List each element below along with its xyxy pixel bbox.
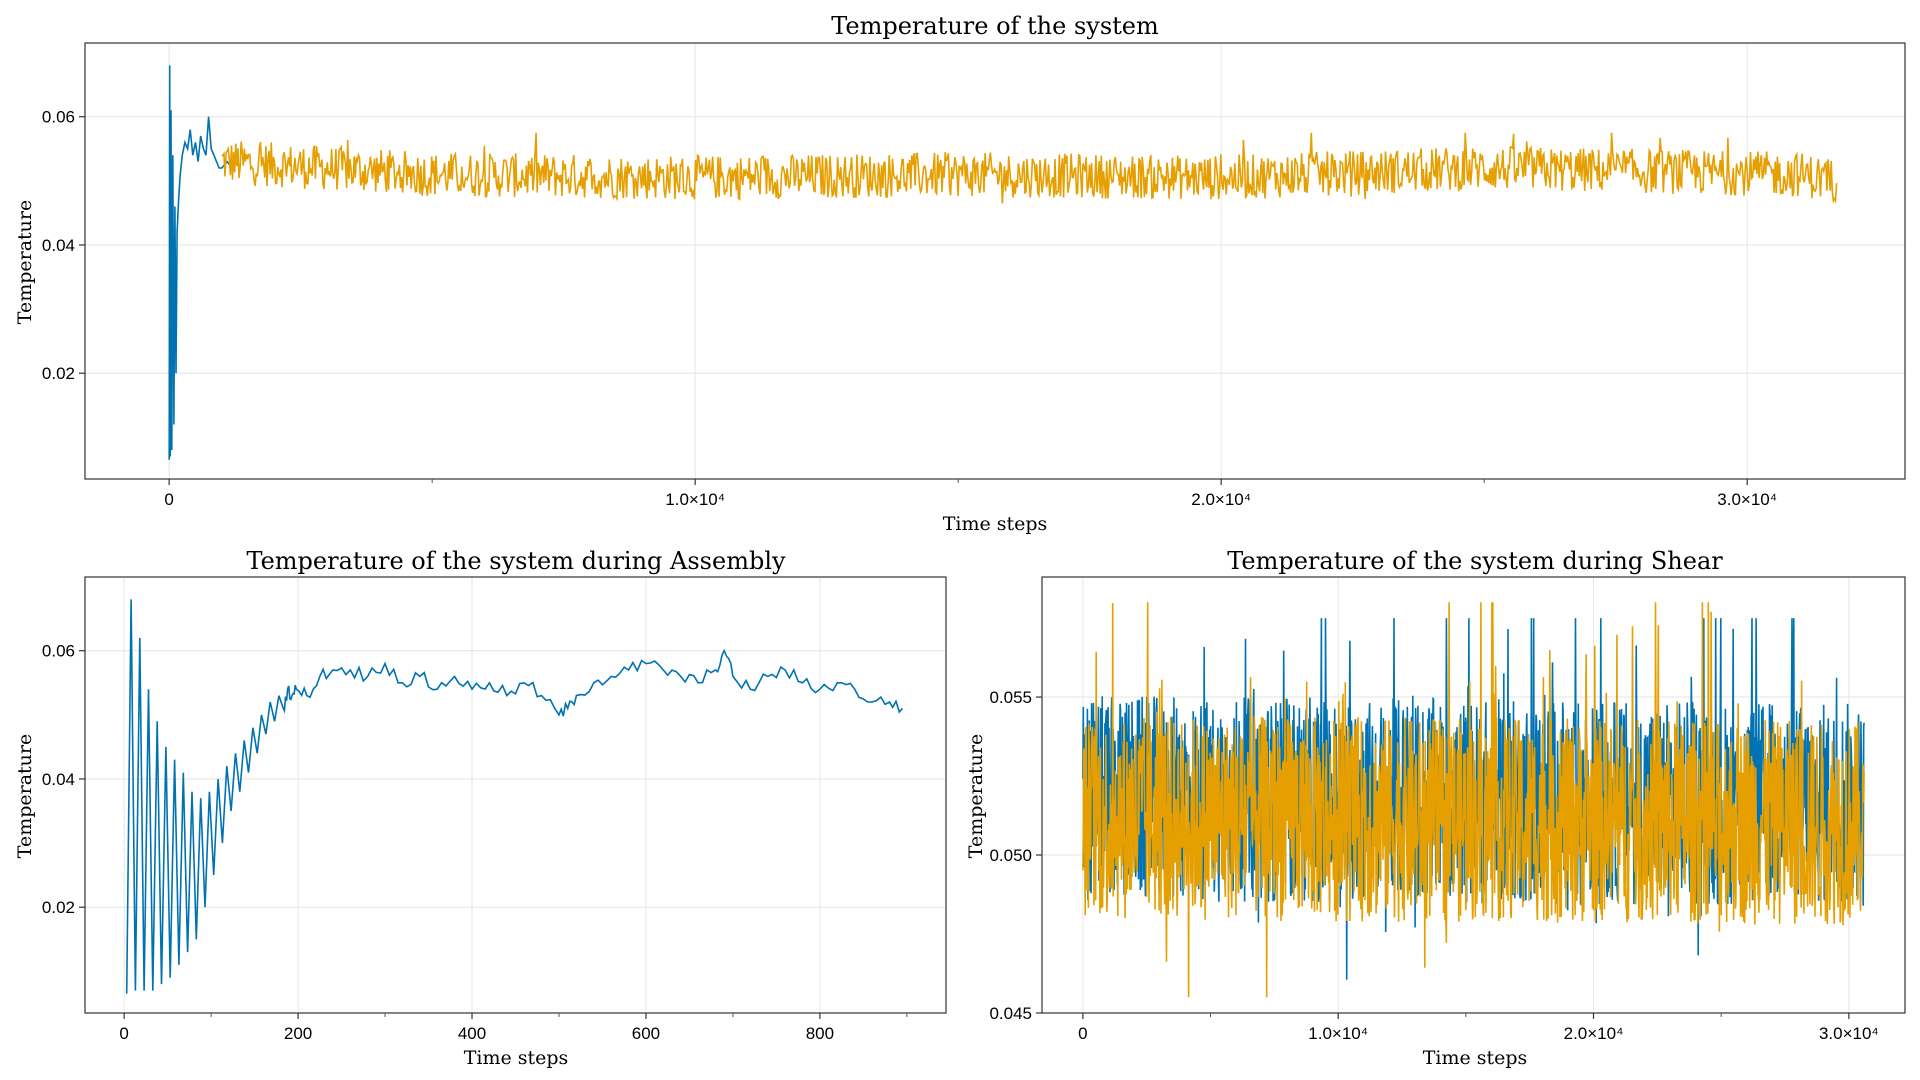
grid <box>85 43 1905 479</box>
y-axis-label: Temperature <box>14 200 36 324</box>
y-tick-label: 0.06 <box>42 108 75 127</box>
y-tick-label: 0.02 <box>42 898 75 917</box>
chart-title: Temperature of the system during Assembl… <box>246 547 786 575</box>
axes-frame <box>84 576 947 1014</box>
y-tick-label: 0.06 <box>42 642 75 661</box>
x-tick-label: 800 <box>806 1024 834 1043</box>
x-tick-label: 2.0×10⁴ <box>1564 1024 1624 1043</box>
series-group <box>1082 602 1865 998</box>
y-tick-label: 0.045 <box>989 1004 1032 1023</box>
x-tick-label: 0 <box>119 1024 128 1043</box>
panel-temperature-assembly: Temperature of the system during Assembl… <box>14 547 947 1069</box>
x-tick-label: 1.0×10⁴ <box>1308 1024 1368 1043</box>
x-tick-label: 3.0×10⁴ <box>1819 1024 1879 1043</box>
x-tick-label: 2.0×10⁴ <box>1191 490 1251 509</box>
x-axis-label: Time steps <box>464 1047 569 1069</box>
y-tick-label: 0.050 <box>989 846 1032 865</box>
y-axis-label: Temperature <box>14 734 36 858</box>
series-group <box>168 65 1838 460</box>
y-tick-label: 0.02 <box>42 364 75 383</box>
series-line-blue <box>168 65 233 460</box>
y-tick-label: 0.04 <box>42 770 75 789</box>
x-axis-label: Time steps <box>943 513 1048 535</box>
y-tick-label: 0.055 <box>989 688 1032 707</box>
y-axis-label: Temperature <box>965 734 987 858</box>
series-line-blue <box>125 599 904 994</box>
y-tick-label: 0.04 <box>42 236 75 255</box>
x-axis-label: Time steps <box>1423 1047 1528 1069</box>
grid <box>85 577 946 1013</box>
x-tick-label: 0 <box>164 490 173 509</box>
panel-temperature-system: Temperature of the system Time steps Tem… <box>14 12 1906 535</box>
x-tick-label: 600 <box>632 1024 660 1043</box>
series-line-orange <box>1082 602 1865 998</box>
panel-temperature-shear: Temperature of the system during Shear T… <box>965 547 1906 1069</box>
x-tick-label: 200 <box>284 1024 312 1043</box>
x-tick-label: 1.0×10⁴ <box>665 490 725 509</box>
axes-frame <box>1041 576 1906 1014</box>
x-tick-label: 400 <box>458 1024 486 1043</box>
series-group <box>125 599 904 994</box>
x-tick-label: 3.0×10⁴ <box>1717 490 1777 509</box>
series-line-orange <box>221 132 1838 204</box>
chart-title: Temperature of the system <box>831 12 1159 40</box>
chart-title: Temperature of the system during Shear <box>1227 547 1723 575</box>
axes-frame <box>84 42 1906 480</box>
x-tick-label: 0 <box>1078 1024 1087 1043</box>
